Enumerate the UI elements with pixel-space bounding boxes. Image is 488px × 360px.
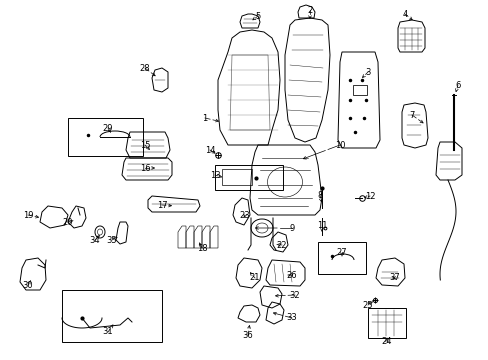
Text: 35: 35 [106, 235, 117, 244]
Bar [62, 290, 162, 342]
Text: 33: 33 [286, 314, 297, 323]
Text: 14: 14 [204, 145, 215, 154]
Text: 15: 15 [140, 140, 150, 149]
Bar [352, 85, 366, 95]
Text: 18: 18 [196, 243, 207, 252]
Text: 32: 32 [289, 291, 300, 300]
Text: 20: 20 [62, 217, 73, 226]
Text: 27: 27 [336, 248, 346, 257]
Text: 9: 9 [289, 224, 294, 233]
Text: 6: 6 [454, 81, 460, 90]
Text: 29: 29 [102, 123, 113, 132]
Text: 11: 11 [316, 220, 326, 230]
Text: 2: 2 [307, 5, 312, 14]
Text: 5: 5 [255, 12, 260, 21]
Text: 25: 25 [362, 301, 372, 310]
Bar [222, 169, 251, 185]
Text: 10: 10 [334, 140, 345, 149]
Text: 19: 19 [23, 211, 33, 220]
Text: 3: 3 [365, 68, 370, 77]
Text: 4: 4 [402, 9, 407, 18]
Text: 7: 7 [408, 111, 414, 120]
Bar [367, 308, 405, 338]
Bar [68, 118, 142, 156]
Text: 22: 22 [276, 240, 286, 249]
Bar [317, 242, 365, 274]
Text: 36: 36 [242, 330, 253, 339]
Text: 31: 31 [102, 328, 113, 337]
Text: 12: 12 [364, 192, 374, 201]
Text: 13: 13 [209, 171, 220, 180]
Text: 23: 23 [239, 211, 250, 220]
Text: 34: 34 [89, 235, 100, 244]
Text: 21: 21 [249, 274, 260, 283]
Text: 17: 17 [156, 201, 167, 210]
Text: 30: 30 [22, 280, 33, 289]
Text: 24: 24 [381, 338, 391, 346]
Text: 8: 8 [317, 190, 322, 199]
Text: 16: 16 [140, 163, 150, 172]
Bar [215, 165, 283, 190]
Text: 37: 37 [389, 274, 400, 283]
Text: 26: 26 [286, 270, 297, 279]
Text: 28: 28 [140, 63, 150, 72]
Text: 1: 1 [202, 113, 207, 122]
